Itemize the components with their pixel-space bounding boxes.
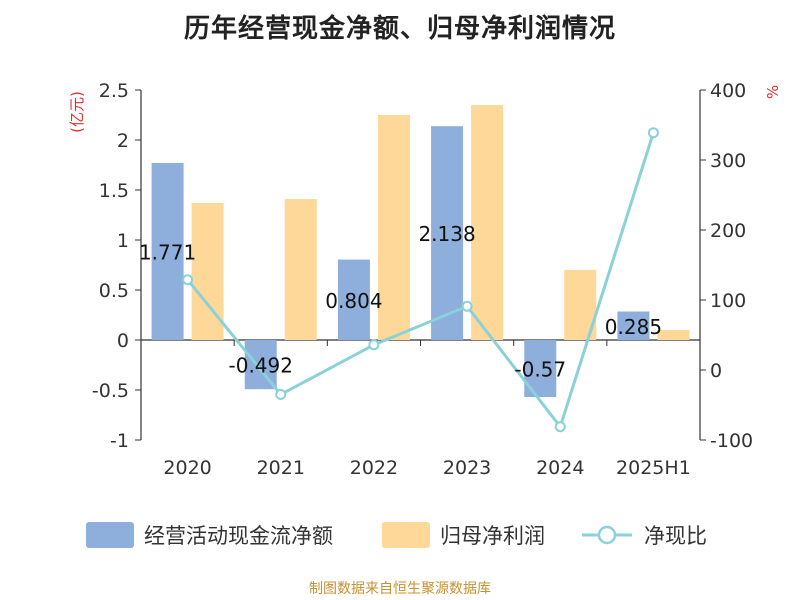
ratio-point	[647, 127, 659, 139]
right-tick-label: 200	[710, 220, 746, 242]
left-tick-label: -0.5	[92, 380, 129, 402]
data-label-operating-cash: 2.138	[418, 222, 475, 246]
legend-label-ratio: 净现比	[644, 524, 707, 548]
data-label-operating-cash: 0.804	[325, 289, 382, 313]
right-tick-label: 100	[710, 290, 746, 312]
category-label: 2024	[536, 457, 584, 479]
category-label: 2021	[257, 457, 305, 479]
right-tick-label: 300	[710, 150, 746, 172]
ratio-point	[554, 421, 566, 433]
bar-net-profit	[657, 330, 690, 340]
category-label: 2020	[163, 457, 211, 479]
ratio-point	[368, 339, 380, 351]
bar-operating-cash	[617, 311, 650, 340]
left-tick-label: 0.5	[99, 280, 129, 302]
left-tick-label: 0	[117, 330, 129, 352]
bar-net-profit	[471, 105, 504, 340]
data-label-operating-cash: 0.285	[605, 315, 662, 339]
bar-net-profit	[284, 199, 317, 340]
bar-operating-cash	[151, 162, 184, 340]
right-axis-unit: %	[764, 85, 782, 99]
ratio-point	[182, 274, 194, 286]
right-tick-label: -100	[710, 430, 753, 452]
ratio-line	[186, 132, 655, 430]
ratio-point	[461, 300, 473, 312]
left-axis-unit: (亿元)	[68, 91, 86, 133]
category-label: 2025H1	[616, 457, 691, 479]
data-label-operating-cash: 1.771	[139, 240, 196, 264]
source-note: 制图数据来自恒生聚源数据库	[309, 581, 491, 597]
left-tick-label: 2	[117, 130, 129, 152]
left-tick-label: 1.5	[99, 180, 129, 202]
legend-swatch-operating-cash	[86, 522, 134, 548]
right-tick-label: 0	[710, 360, 722, 382]
left-tick-label: -1	[110, 430, 129, 452]
ratio-point	[275, 389, 287, 400]
left-tick-label: 1	[117, 230, 129, 252]
data-label-operating-cash: -0.492	[229, 354, 293, 378]
category-label: 2022	[350, 457, 398, 479]
category-label: 2023	[443, 457, 491, 479]
left-tick-label: 2.5	[99, 80, 129, 102]
bar-operating-cash	[431, 126, 464, 340]
right-tick-label: 400	[710, 80, 746, 102]
bar-net-profit	[377, 115, 410, 340]
legend-label-operating-cash: 经营活动现金流净额	[144, 524, 333, 548]
legend-marker-ratio	[597, 525, 617, 545]
legend-label-net-profit: 归母净利润	[440, 524, 545, 548]
legend-swatch-net-profit	[382, 522, 430, 548]
data-label-operating-cash: -0.57	[514, 358, 566, 382]
bar-operating-cash	[337, 259, 370, 340]
chart-title: 历年经营现金净额、归母净利润情况	[183, 14, 616, 44]
